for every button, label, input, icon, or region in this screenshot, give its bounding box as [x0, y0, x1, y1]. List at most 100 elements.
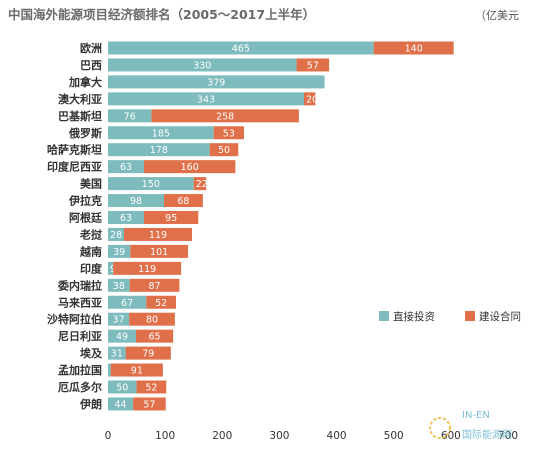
- x-tick-label: 400: [327, 430, 347, 442]
- category-label: 厄瓜多尔: [58, 380, 102, 394]
- category-label: 巴西: [80, 59, 102, 72]
- bar-direct-investment: [108, 329, 136, 343]
- legend-label: 直接投资: [393, 310, 435, 323]
- category-label: 伊朗: [79, 397, 102, 411]
- bar-value-label: 28: [110, 230, 122, 241]
- category-label: 加拿大: [68, 75, 102, 89]
- bar-construction-contract: [130, 244, 188, 258]
- legend-swatch: [465, 311, 475, 321]
- bar-direct-investment: [108, 397, 134, 411]
- bar-value-label: 57: [307, 60, 319, 71]
- bar-direct-investment: [108, 58, 297, 72]
- category-label: 阿根廷: [69, 211, 103, 225]
- bar-direct-investment: [108, 380, 137, 394]
- bar-construction-contract: [163, 194, 203, 208]
- bar-direct-investment: [108, 244, 131, 258]
- bar-direct-investment: [108, 177, 194, 191]
- bar-direct-investment: [108, 160, 144, 174]
- bar-direct-investment: [108, 109, 152, 123]
- category-label: 澳大利亚: [58, 92, 102, 106]
- bar-value-label: 31: [111, 349, 123, 360]
- category-label: 埃及: [80, 346, 103, 360]
- bar-value-label: 330: [193, 60, 211, 71]
- bar-value-label: 119: [138, 264, 156, 275]
- bar-value-label: 57: [143, 399, 155, 410]
- bar-construction-contract: [136, 380, 167, 394]
- bar-value-label: 80: [146, 315, 158, 326]
- bar-direct-investment: [108, 75, 325, 89]
- bar-construction-contract: [146, 295, 176, 309]
- category-label: 哈萨克斯坦: [47, 143, 102, 157]
- x-tick-label: 300: [269, 430, 289, 442]
- bar-construction-contract: [151, 109, 299, 123]
- category-label: 老挝: [79, 227, 103, 241]
- bar-construction-contract: [193, 177, 207, 191]
- bar-construction-contract: [129, 312, 175, 326]
- bar-direct-investment: [108, 194, 164, 208]
- bar-direct-investment: [108, 346, 126, 360]
- category-label: 巴基斯坦: [58, 109, 102, 123]
- bar-direct-investment: [108, 295, 147, 309]
- bar-value-label: 79: [142, 349, 154, 360]
- bar-value-label: 465: [232, 44, 250, 55]
- category-label: 沙特阿拉伯: [47, 312, 102, 326]
- category-label: 印度: [80, 261, 103, 275]
- bar-direct-investment: [108, 227, 124, 241]
- category-label: 美国: [80, 177, 102, 191]
- bar-value-label: 76: [124, 111, 136, 122]
- bar-value-label: 91: [131, 366, 143, 377]
- x-axis-ticks: 0 100 200 300 400 500 600 700: [105, 430, 518, 442]
- bar-value-label: 52: [145, 383, 157, 394]
- legend: 直接投资 建设合同: [379, 310, 521, 323]
- bar-value-label: 63: [120, 213, 132, 224]
- bar-direct-investment: [108, 261, 114, 275]
- bar-value-label: 52: [155, 298, 167, 309]
- bar-construction-contract: [113, 261, 182, 275]
- bar-direct-investment: [108, 126, 214, 140]
- unit-label: （亿美元: [475, 9, 519, 22]
- bar-value-label: 150: [142, 179, 160, 190]
- bar-value-label: 258: [216, 111, 234, 122]
- category-label: 尼日利亚: [58, 329, 102, 343]
- legend-swatch: [379, 311, 389, 321]
- x-tick-label: 700: [498, 430, 518, 442]
- bar-construction-contract: [110, 363, 163, 377]
- bar-direct-investment: [108, 143, 210, 157]
- watermark-logo-icon: [429, 417, 451, 439]
- bar-value-label: 50: [116, 383, 128, 394]
- watermark-bottom: 国际能源网: [462, 428, 512, 441]
- bar-construction-contract: [123, 227, 192, 241]
- bar-value-label: 98: [130, 196, 142, 207]
- bar-value-label: 343: [197, 94, 215, 105]
- bar-value-label: 22: [196, 179, 208, 190]
- bar-value-label: 44: [115, 399, 127, 410]
- bar-value-label: 185: [152, 128, 170, 139]
- bar-construction-contract: [209, 143, 239, 157]
- x-tick-label: 200: [212, 430, 232, 442]
- bar-construction-contract: [133, 397, 166, 411]
- bar-value-label: 140: [405, 44, 423, 55]
- watermark-top: IN-EN: [462, 410, 490, 421]
- bar-construction-contract: [213, 126, 244, 140]
- bar-direct-investment: [108, 312, 130, 326]
- category-label: 越南: [79, 244, 102, 258]
- bar-construction-contract: [303, 92, 316, 106]
- category-label: 委内瑞拉: [57, 278, 102, 292]
- x-tick-label: 100: [155, 430, 175, 442]
- bar-construction-contract: [143, 160, 236, 174]
- bar-value-label: 119: [149, 230, 167, 241]
- category-labels: 欧洲巴西加拿大澳大利亚巴基斯坦俄罗斯哈萨克斯坦印度尼西亚美国伊拉克阿根廷老挝越南…: [47, 41, 103, 411]
- bar-value-label: 63: [120, 162, 132, 173]
- x-tick-label: 600: [441, 430, 461, 442]
- bar-value-label: 160: [181, 162, 199, 173]
- bar-construction-contract: [125, 346, 171, 360]
- category-label: 俄罗斯: [68, 126, 102, 140]
- bar-construction-contract: [296, 58, 330, 72]
- category-label: 马来西亚: [58, 295, 102, 309]
- bar-construction-contract: [143, 211, 199, 224]
- bar-value-label: 101: [150, 247, 168, 258]
- bar-value-label: 50: [218, 145, 230, 156]
- bar-value-label: 39: [113, 247, 125, 258]
